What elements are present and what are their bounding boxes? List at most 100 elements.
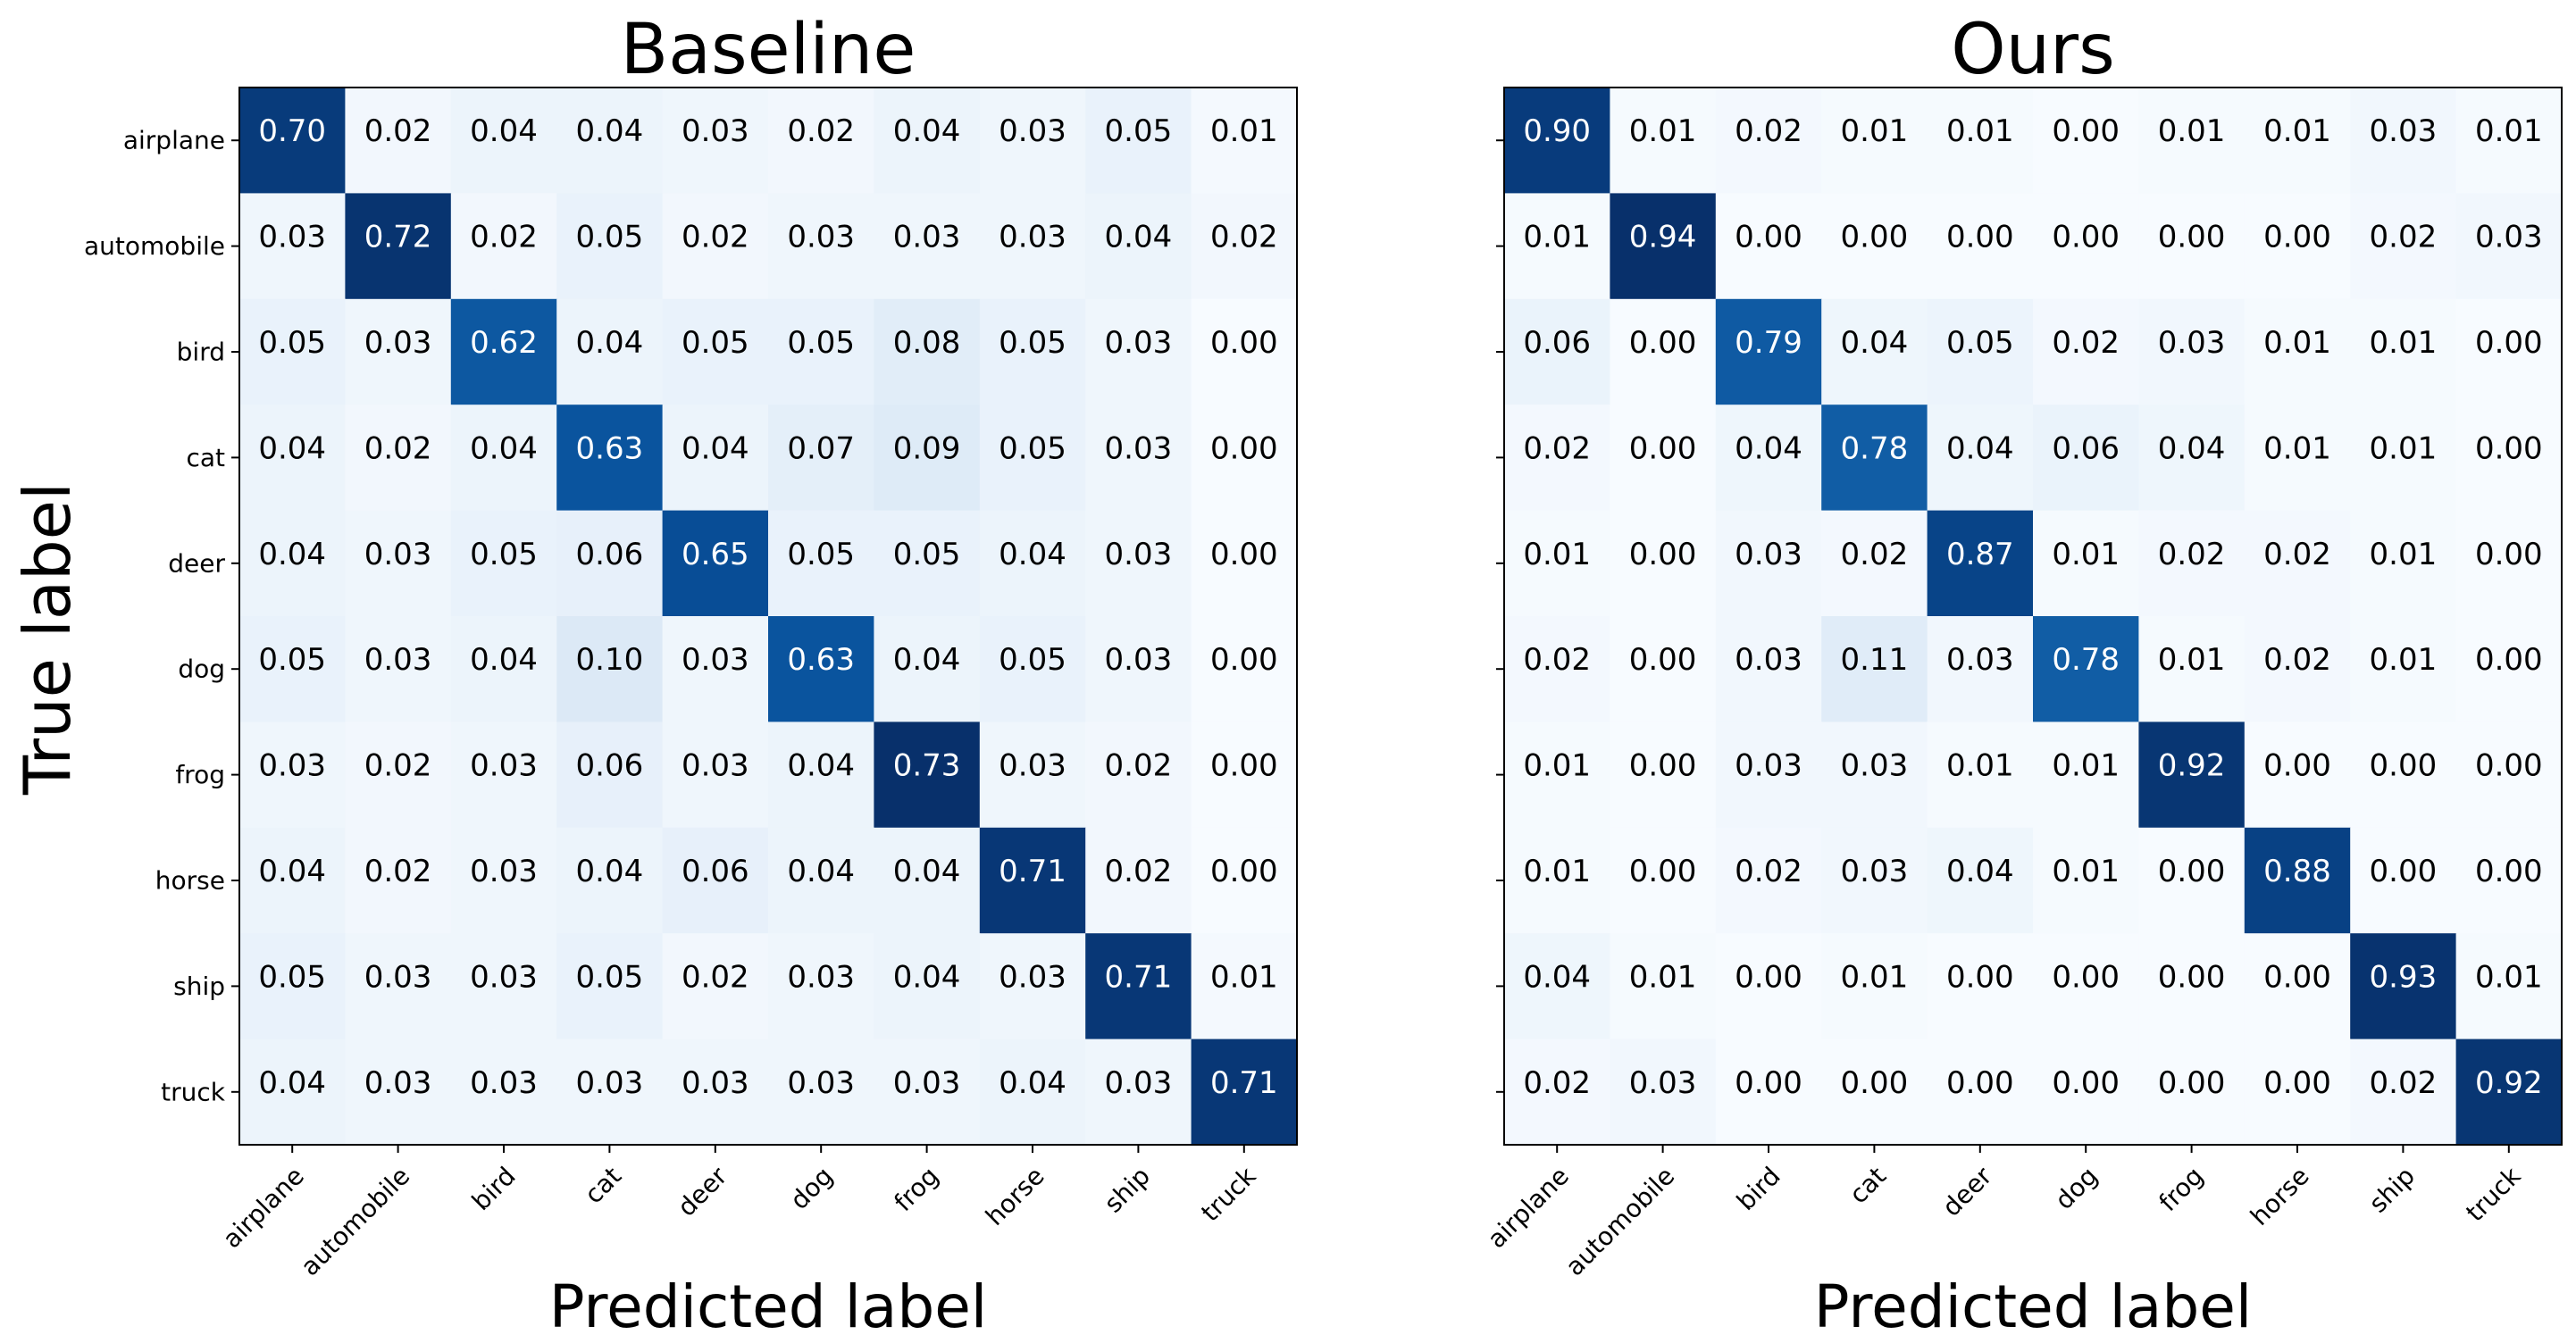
cell-value-label: 0.00 <box>1946 1065 2014 1101</box>
heatmap-cell <box>1927 1039 2034 1146</box>
cell-value-label: 0.71 <box>999 854 1066 889</box>
cell-value-label: 0.00 <box>2475 537 2543 572</box>
heatmap-cell <box>2350 827 2457 934</box>
baseline-confusion-matrix: 0.70 0.02 0.04 0.04 0.03 0.02 0.04 0.03 0.05 0.01… <box>84 10 1298 1341</box>
cell-value-label: 0.01 <box>1946 113 2014 149</box>
heatmap-cell <box>768 405 874 512</box>
heatmap-cell <box>768 88 874 194</box>
heatmap-cell <box>1191 616 1298 722</box>
heatmap-cell <box>1715 193 1822 300</box>
heatmap-cell <box>1610 510 1717 617</box>
cell-value-label: 0.01 <box>1629 959 1697 995</box>
heatmap-cell <box>874 722 981 829</box>
cell-value-label: 0.02 <box>364 854 432 889</box>
heatmap-cell <box>2138 298 2246 405</box>
heatmap-cell <box>662 193 769 300</box>
cell-value-label: 0.05 <box>999 430 1066 466</box>
cell-value-label: 0.00 <box>2263 1065 2331 1101</box>
heatmap-cell <box>1715 933 1822 1040</box>
heatmap-cell <box>874 933 981 1040</box>
cell-value-label: 0.03 <box>787 1065 855 1101</box>
cell-value-label: 0.00 <box>2475 642 2543 678</box>
heatmap-cell <box>2033 298 2139 405</box>
heatmap-cell <box>1927 405 2034 512</box>
cell-value-label: 0.00 <box>1629 325 1697 361</box>
heatmap-cell <box>1715 1039 1822 1146</box>
heatmap-cell <box>874 193 981 300</box>
cell-value-label: 0.01 <box>2263 325 2331 361</box>
heatmap-cell <box>2244 510 2351 617</box>
cell-value-label: 0.00 <box>2158 1065 2226 1101</box>
cell-value-label: 0.03 <box>1105 430 1173 466</box>
cell-value-label: 0.00 <box>2158 959 2226 995</box>
heatmap-cell <box>2455 298 2563 405</box>
heatmap-cell <box>2244 88 2351 194</box>
heatmap-cell <box>1085 933 1192 1040</box>
cell-value-label: 0.03 <box>1105 325 1173 361</box>
heatmap-cell <box>1821 405 1928 512</box>
plot-frame <box>1503 87 2563 1146</box>
cell-value-label: 0.01 <box>1946 748 2014 784</box>
heatmap-cell <box>450 1039 557 1146</box>
heatmap-cell <box>1191 193 1298 300</box>
cell-value-label: 0.01 <box>2052 748 2120 784</box>
chart-title: Baseline <box>621 10 916 90</box>
heatmap-cell <box>2455 510 2563 617</box>
cell-value-label: 0.03 <box>999 113 1066 149</box>
cell-value-label: 0.02 <box>787 113 855 149</box>
heatmap-cell <box>1504 298 1610 405</box>
heatmap-cell <box>345 298 452 405</box>
cell-value-label: 0.05 <box>787 325 855 361</box>
heatmap-cell <box>239 827 346 934</box>
cell-value-label: 0.03 <box>682 642 749 678</box>
cell-value-label: 0.00 <box>2370 748 2438 784</box>
cell-value-label: 0.00 <box>1210 537 1278 572</box>
heatmap-cell <box>874 510 981 617</box>
heatmap-cell <box>1715 616 1822 722</box>
cell-value-label: 0.03 <box>893 1065 961 1101</box>
cell-value-label: 0.02 <box>364 748 432 784</box>
cell-value-label: 0.03 <box>364 537 432 572</box>
cell-value-label: 0.05 <box>576 959 644 995</box>
cell-value-label: 0.01 <box>2370 430 2438 466</box>
cell-value-label: 0.03 <box>999 220 1066 255</box>
cell-value-label: 0.04 <box>893 642 961 678</box>
cell-value-label: 0.03 <box>1735 748 1802 784</box>
heatmap-cell <box>2350 88 2457 194</box>
y-tick-label: bird <box>177 338 225 367</box>
cell-value-label: 0.02 <box>2263 642 2331 678</box>
cell-value-label: 0.05 <box>787 537 855 572</box>
cell-value-label: 0.06 <box>576 748 644 784</box>
heatmap-cell <box>1610 933 1717 1040</box>
cell-value-label: 0.01 <box>2370 325 2438 361</box>
cell-value-label: 0.00 <box>2263 959 2331 995</box>
heatmap-cell <box>345 88 452 194</box>
cell-value-label: 0.62 <box>470 325 538 361</box>
heatmap-cell <box>1821 722 1928 829</box>
heatmap-cell <box>662 1039 769 1146</box>
heatmap-cell <box>1191 510 1298 617</box>
cell-value-label: 0.01 <box>2263 113 2331 149</box>
heatmap-cell <box>768 933 874 1040</box>
heatmap-cell <box>1085 298 1192 405</box>
cell-value-label: 0.79 <box>1735 325 1802 361</box>
x-axis-label: Predicted label <box>1814 1272 2252 1341</box>
cell-value-label: 0.00 <box>1735 959 1802 995</box>
heatmap-cell <box>1927 510 2034 617</box>
heatmap-cell <box>1927 616 2034 722</box>
heatmap-cell <box>768 1039 874 1146</box>
heatmap-cell <box>979 298 1086 405</box>
cell-value-label: 0.06 <box>682 854 749 889</box>
heatmap-cell <box>2033 193 2139 300</box>
heatmap-cell <box>2244 405 2351 512</box>
cell-value-label: 0.00 <box>1841 220 1909 255</box>
cell-value-label: 0.05 <box>893 537 961 572</box>
heatmap-cell <box>1085 722 1192 829</box>
heatmap-cell <box>345 405 452 512</box>
heatmap-cell <box>2455 405 2563 512</box>
cell-value-label: 0.04 <box>1523 959 1591 995</box>
cell-value-label: 0.00 <box>2052 1065 2120 1101</box>
cell-value-label: 0.03 <box>682 1065 749 1101</box>
heatmap-cell <box>2138 722 2246 829</box>
heatmap-cell <box>2033 88 2139 194</box>
